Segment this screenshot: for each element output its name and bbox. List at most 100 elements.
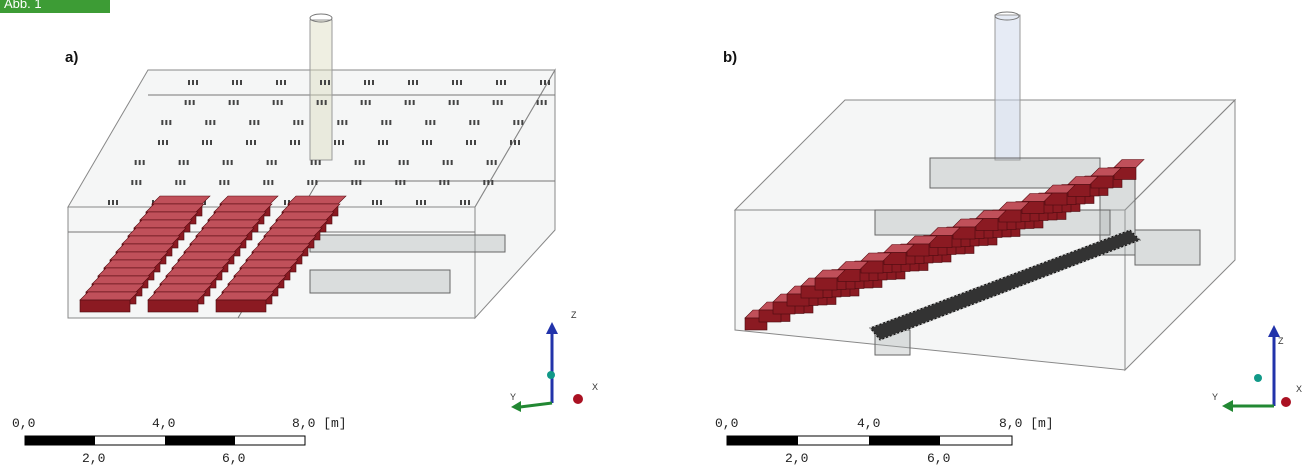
- vent: [257, 120, 260, 125]
- vent: [338, 140, 340, 145]
- vent: [274, 160, 277, 165]
- vent: [496, 80, 498, 85]
- vent: [250, 140, 252, 145]
- vent: [158, 140, 160, 145]
- heater: [251, 243, 311, 253]
- heater: [215, 291, 275, 301]
- scale-segment: [727, 436, 798, 445]
- vent: [399, 180, 402, 185]
- vent: [380, 200, 382, 205]
- vent: [470, 140, 472, 145]
- vent: [206, 140, 208, 145]
- vent: [226, 160, 229, 165]
- vent: [301, 120, 304, 125]
- badge-text: Abb. 1: [4, 0, 42, 11]
- vent: [446, 160, 449, 165]
- vent: [314, 160, 317, 165]
- vent: [139, 180, 142, 185]
- vent: [452, 100, 455, 105]
- scale-label: 6,0: [927, 451, 950, 466]
- vent: [359, 180, 362, 185]
- view-dot: [1254, 374, 1262, 382]
- vent: [249, 120, 252, 125]
- heater: [103, 259, 163, 269]
- vent: [425, 120, 428, 125]
- vent: [112, 200, 114, 205]
- vent: [358, 160, 361, 165]
- baffle: [309, 269, 451, 294]
- heater: [109, 251, 169, 261]
- vent: [345, 120, 348, 125]
- vent: [341, 120, 344, 125]
- vent: [311, 180, 314, 185]
- vent: [227, 180, 230, 185]
- heater: [219, 195, 279, 205]
- vent: [381, 120, 384, 125]
- vent: [288, 200, 290, 205]
- heater: [281, 203, 341, 213]
- baffle: [1134, 229, 1201, 266]
- vent: [240, 80, 242, 85]
- vent: [232, 80, 234, 85]
- vent: [355, 180, 358, 185]
- vent: [389, 120, 392, 125]
- vent: [500, 100, 503, 105]
- heater: [177, 251, 237, 261]
- vent: [504, 80, 506, 85]
- heater: [195, 227, 255, 237]
- vent: [408, 100, 411, 105]
- badge: [0, 0, 110, 13]
- vent: [443, 180, 446, 185]
- vent: [192, 80, 194, 85]
- vent: [494, 160, 497, 165]
- vent: [460, 80, 462, 85]
- x-axis: [573, 394, 583, 404]
- vent: [536, 100, 539, 105]
- vent: [342, 140, 344, 145]
- vent: [351, 180, 354, 185]
- vent: [204, 200, 206, 205]
- heater: [139, 211, 199, 221]
- arrow: [1268, 325, 1280, 337]
- vent: [152, 200, 154, 205]
- vent: [324, 100, 327, 105]
- vent: [424, 200, 426, 205]
- vent: [540, 80, 542, 85]
- vent: [360, 100, 363, 105]
- vent: [188, 100, 191, 105]
- vent: [142, 160, 145, 165]
- heater: [275, 211, 335, 221]
- scale-label: 4,0: [152, 416, 175, 431]
- heater: [814, 277, 838, 291]
- vent: [236, 80, 238, 85]
- heater: [183, 243, 243, 253]
- heater: [153, 283, 213, 293]
- vent: [447, 180, 450, 185]
- vent: [382, 140, 384, 145]
- vents: [108, 80, 550, 205]
- vent: [518, 140, 520, 145]
- heater: [127, 227, 187, 237]
- vent: [228, 100, 231, 105]
- heater: [239, 259, 299, 269]
- vent: [466, 140, 468, 145]
- vent: [408, 80, 410, 85]
- vent: [246, 140, 248, 145]
- vent: [213, 120, 216, 125]
- vent: [219, 180, 222, 185]
- vent: [385, 120, 388, 125]
- vent: [205, 120, 208, 125]
- chimney: [309, 19, 333, 161]
- vent: [184, 100, 187, 105]
- vent: [548, 80, 550, 85]
- heater: [159, 275, 219, 285]
- baffle: [309, 234, 506, 253]
- vent: [196, 80, 198, 85]
- vent: [272, 100, 275, 105]
- panel-a: a) 0,0 4,0 8,0 [m] 2,0 6,0 Z Y X: [12, 13, 598, 466]
- scale-segment: [25, 436, 95, 445]
- vent: [324, 80, 326, 85]
- vent: [362, 160, 365, 165]
- vent: [544, 80, 546, 85]
- heater: [151, 195, 211, 205]
